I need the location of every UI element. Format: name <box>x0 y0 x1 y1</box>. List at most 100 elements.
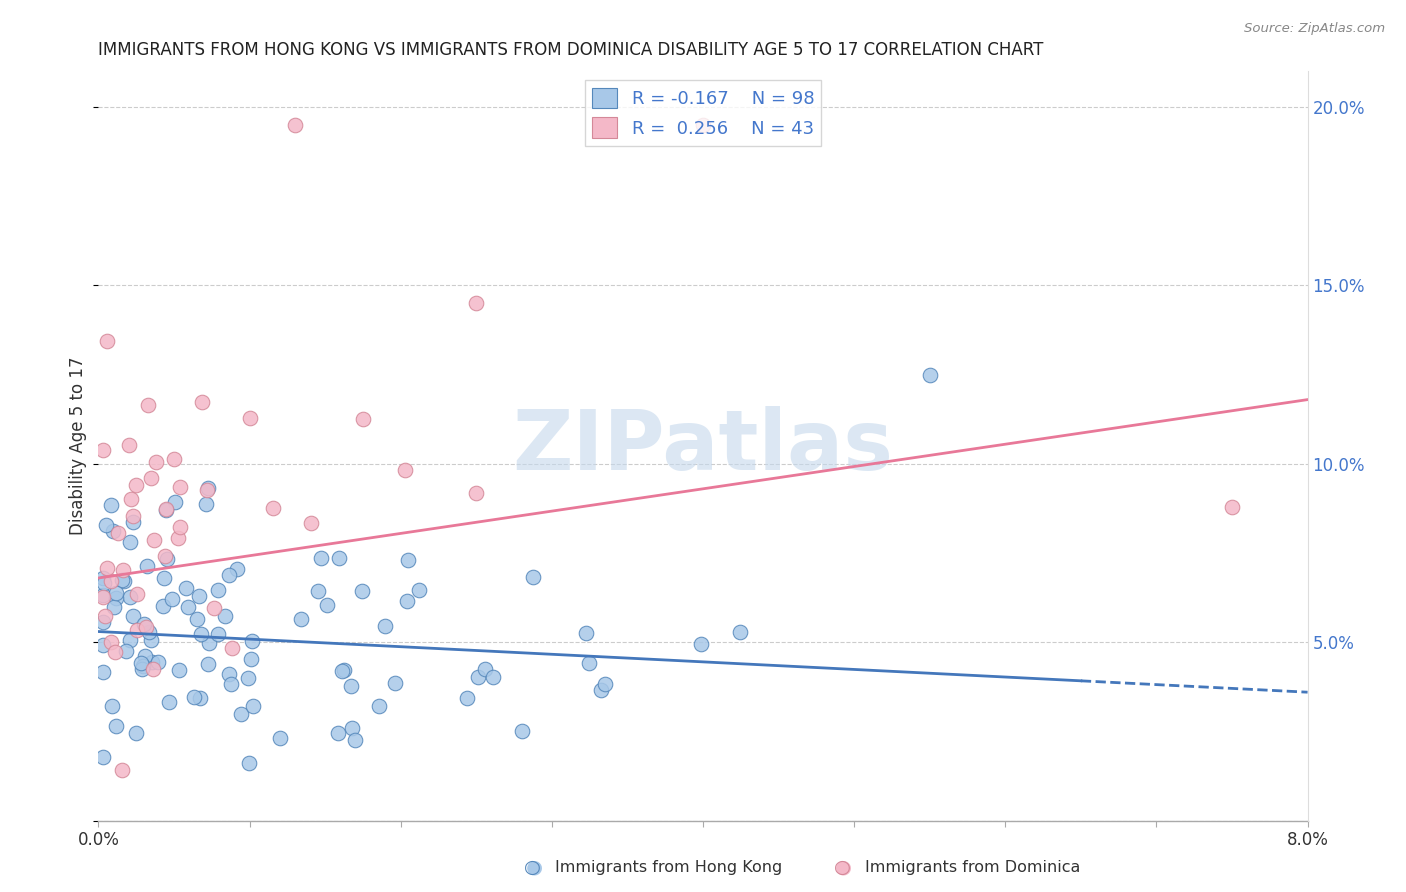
Point <box>728 624 751 639</box>
Point <box>125 726 148 740</box>
Point <box>238 672 260 686</box>
Point <box>152 599 174 613</box>
Point <box>188 690 211 705</box>
Point <box>195 497 218 511</box>
Point <box>131 659 153 673</box>
Point <box>239 651 262 665</box>
Point <box>91 442 114 457</box>
Text: ●: ● <box>526 857 543 877</box>
Point <box>690 637 713 651</box>
Point <box>138 624 160 639</box>
Point <box>105 591 128 606</box>
Point <box>195 483 218 497</box>
Point <box>163 451 186 466</box>
Point <box>169 480 191 494</box>
Point <box>157 695 180 709</box>
Text: ○: ○ <box>834 857 851 877</box>
Point <box>139 471 162 485</box>
Point <box>141 632 163 647</box>
Point <box>396 552 419 566</box>
Point <box>284 118 307 132</box>
Point <box>120 492 142 507</box>
Point <box>352 412 374 426</box>
Point <box>141 655 163 669</box>
Point <box>187 590 209 604</box>
Point <box>231 707 253 722</box>
Point <box>121 509 143 524</box>
Point <box>218 568 240 582</box>
Point <box>384 676 406 690</box>
Point <box>575 626 598 640</box>
Point <box>103 600 125 615</box>
Point <box>134 648 156 663</box>
Point <box>593 677 616 691</box>
Point <box>589 682 612 697</box>
Point <box>125 587 148 601</box>
Text: IMMIGRANTS FROM HONG KONG VS IMMIGRANTS FROM DOMINICA DISABILITY AGE 5 TO 17 COR: IMMIGRANTS FROM HONG KONG VS IMMIGRANTS … <box>98 41 1043 59</box>
Point <box>367 698 389 713</box>
Point <box>107 525 129 540</box>
Point <box>290 612 312 626</box>
Text: Immigrants from Dominica: Immigrants from Dominica <box>865 860 1080 874</box>
Point <box>96 561 118 575</box>
Point <box>343 733 366 747</box>
Point <box>155 503 177 517</box>
Point <box>183 690 205 705</box>
Point <box>96 334 118 348</box>
Point <box>221 641 243 656</box>
Point <box>269 731 291 745</box>
Point <box>510 723 533 738</box>
Point <box>129 656 152 670</box>
Point <box>918 368 941 382</box>
Point <box>93 609 115 624</box>
Point <box>240 633 263 648</box>
Point <box>155 501 177 516</box>
Point <box>225 562 247 576</box>
Point <box>103 645 125 659</box>
Point <box>135 559 157 574</box>
Point <box>198 636 221 650</box>
Point <box>578 657 600 671</box>
Point <box>103 524 125 538</box>
Point <box>105 719 128 733</box>
Point <box>160 592 183 607</box>
Point <box>100 635 122 649</box>
Point <box>408 583 430 598</box>
Point <box>350 583 373 598</box>
Point <box>307 583 329 598</box>
Point <box>118 590 141 604</box>
Point <box>112 563 135 577</box>
Point <box>202 601 225 615</box>
Point <box>93 576 115 591</box>
Point <box>156 552 179 566</box>
Point <box>328 551 350 566</box>
Point <box>396 593 419 607</box>
Point <box>91 588 114 602</box>
Point <box>177 599 200 614</box>
Text: Immigrants from Hong Kong: Immigrants from Hong Kong <box>555 860 783 874</box>
Point <box>186 612 208 626</box>
Point <box>96 517 118 532</box>
Point <box>122 515 145 529</box>
Point <box>165 494 187 508</box>
Point <box>342 721 364 735</box>
Point <box>197 657 219 672</box>
Point <box>118 535 141 549</box>
Point <box>482 670 505 684</box>
Point <box>340 679 363 693</box>
Point <box>91 750 114 764</box>
Point <box>326 726 349 740</box>
Point <box>153 549 176 564</box>
Text: ZIPatlas: ZIPatlas <box>513 406 893 486</box>
Point <box>197 481 219 495</box>
Point <box>114 644 136 658</box>
Point <box>207 582 229 597</box>
Point <box>135 620 157 634</box>
Point <box>465 296 488 310</box>
Point <box>309 550 332 565</box>
Point <box>91 615 114 629</box>
Point <box>330 665 353 679</box>
Point <box>692 118 714 132</box>
Y-axis label: Disability Age 5 to 17: Disability Age 5 to 17 <box>69 357 87 535</box>
Point <box>242 698 264 713</box>
